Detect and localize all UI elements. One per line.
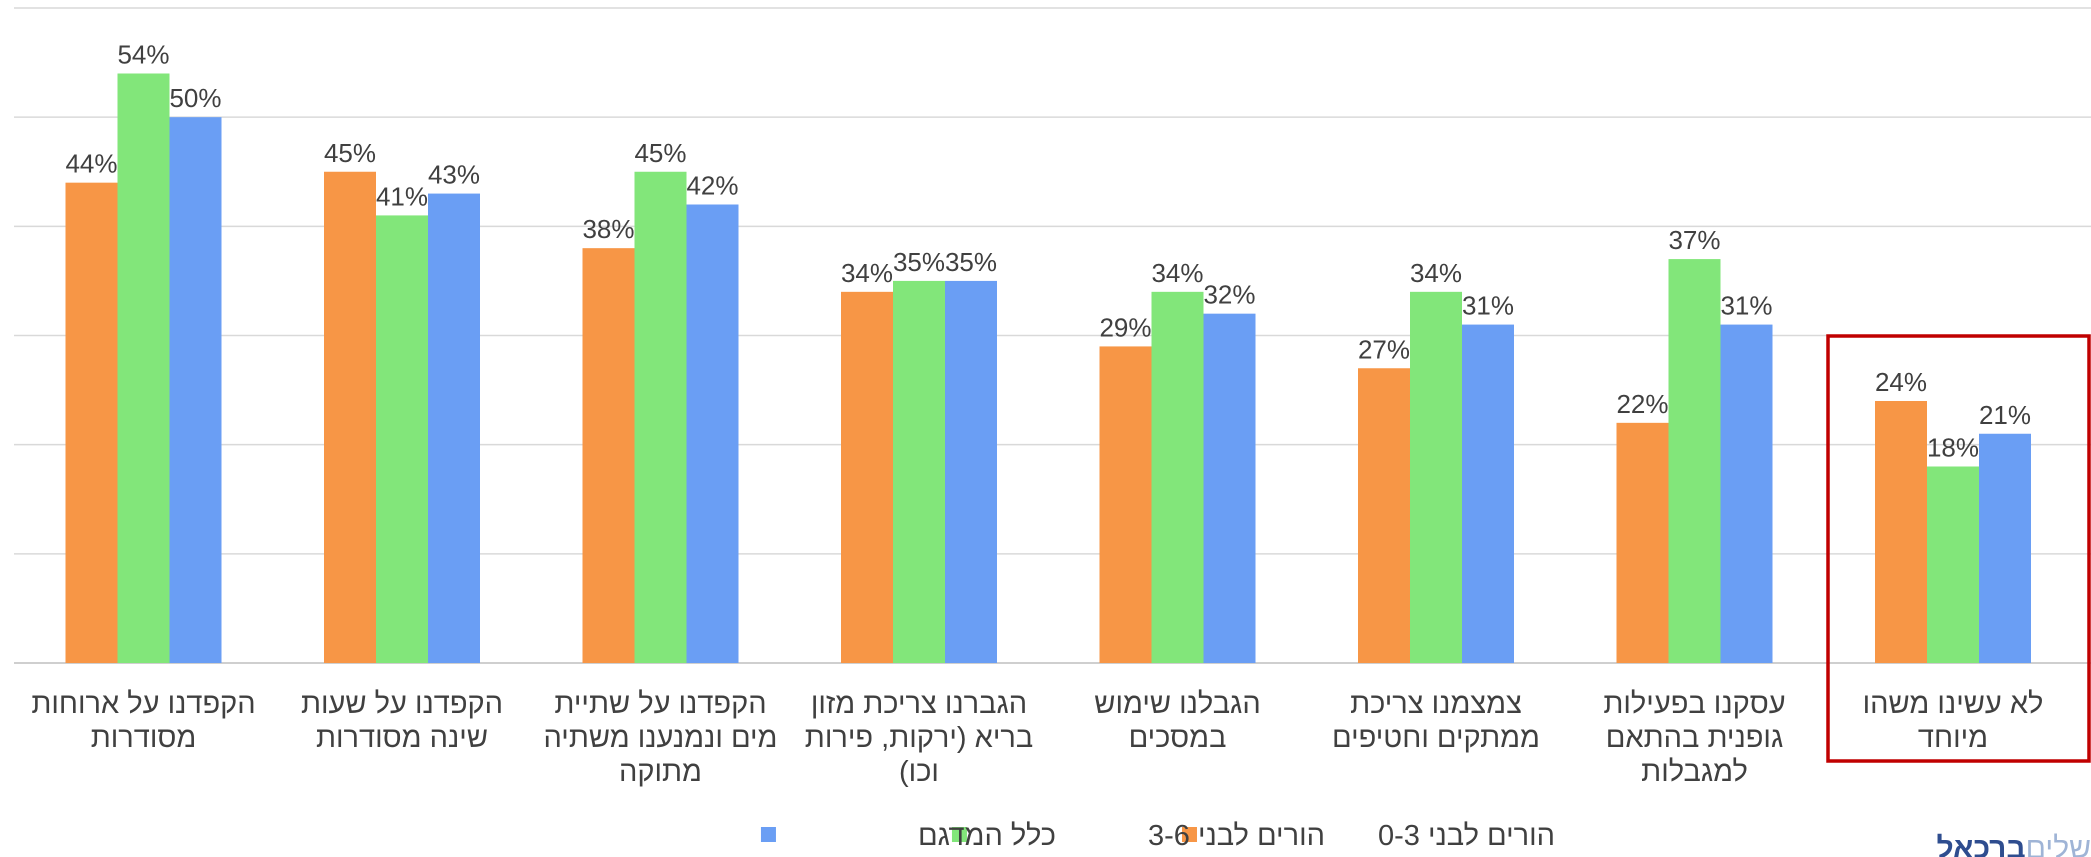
bar [841,291,893,663]
bar [893,280,945,663]
data-label: 37% [1668,225,1720,255]
highlight-box [1826,334,2091,763]
logo-part2: ברכאל [1936,832,2025,857]
data-label: 22% [1616,389,1668,419]
category-label: הקפדנו על שתיית מים ונמנענו משתיה מתוקה [544,688,778,788]
bar [1668,259,1721,663]
data-labels: 44%54%50%45%41%43%38%45%42%34% 35% 35%29%3… [65,40,2031,463]
bar [1462,324,1514,663]
category-label: לא עשינו משהו מיוחד [1863,688,2044,754]
legend-swatch [760,827,776,842]
data-label: 44% [65,149,117,179]
data-label: 31% [1462,291,1514,321]
bar [1875,401,1927,663]
logo: שליםברכאל [1936,832,2091,857]
category-labels: הקפדנו על ארוחות מסודרות הקפדנו על שעות שינ… [31,688,2043,788]
legend-label: הורים לבני 3-6 [1148,820,1325,852]
bar [634,171,687,663]
bar [1410,291,1462,663]
data-label: 42% [686,171,738,201]
data-label: 24% [1875,367,1927,397]
data-label: 41% [376,181,428,211]
bar [376,215,428,663]
category-label: הגברנו צריכת מזון בריא (ירקות, פירות וכו) [805,688,1033,788]
legend-label: הורים לבני 0-3 [1378,820,1555,852]
data-label: 43% [428,160,480,190]
category-label: הגבלנו שימוש במסכים [1094,688,1260,754]
legend-label: כלל המדגם [918,820,1056,852]
bar [582,248,635,663]
legend-swatch [951,827,967,842]
bar [428,193,480,664]
legend: הורים לבני 0-3 הורים לבני 3-6 כלל המדגם [760,820,1555,852]
data-label: 34% [841,258,893,288]
data-label: 32% [1203,280,1255,310]
data-label: 50% [169,83,221,113]
category-label: עסקנו בפעילות גופנית בהתאם למגבלות [1603,688,1785,788]
data-label: 45% [634,138,686,168]
data-label: 35% [893,247,945,277]
category-label: הקפדנו על ארוחות מסודרות [31,688,255,754]
bar [1720,324,1773,663]
data-label: 18% [1927,433,1979,463]
data-label: 45% [324,138,376,168]
bar [1979,433,2031,663]
bar [117,73,170,663]
bar [945,280,997,663]
bars [65,73,2031,664]
data-label: 29% [1099,312,1151,342]
data-label: 34% [1151,258,1203,288]
svg-text:שליםברכאל: שליםברכאל [1936,832,2091,857]
data-label: 27% [1358,334,1410,364]
data-label: 38% [582,214,634,244]
data-label: 21% [1979,400,2031,430]
bar [1358,368,1410,663]
data-label: 31% [1720,291,1772,321]
bar [1099,346,1152,663]
bar [1616,422,1669,663]
bar [324,171,376,663]
bar [1151,291,1204,663]
bar [686,204,739,663]
bar [169,117,222,663]
data-label: 34% [1410,258,1462,288]
data-label: 35% [945,247,997,277]
bar [1203,313,1256,663]
logo-part1: שלים [2026,832,2091,857]
bar [1927,466,1979,663]
data-label: 54% [117,40,169,70]
legend-swatch [1181,827,1197,842]
category-label: צמצמנו צריכת ממתקים וחטיפים [1332,688,1540,754]
category-label: הקפדנו על שעות שינה מסודרות [301,688,503,754]
bar [65,182,118,663]
